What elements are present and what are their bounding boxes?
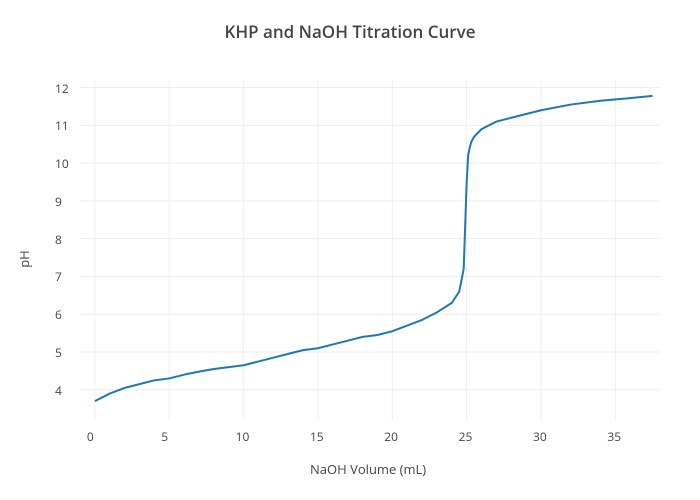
x-tick-label: 15 <box>310 428 324 445</box>
y-tick-label: 7 <box>55 268 62 285</box>
x-tick-label: 20 <box>384 428 398 445</box>
y-tick-label: 9 <box>55 193 62 210</box>
y-tick-label: 5 <box>55 344 62 361</box>
y-tick-label: 6 <box>55 306 62 323</box>
y-axis-label: pH <box>15 250 33 268</box>
y-tick-label: 11 <box>55 117 69 134</box>
x-tick-label: 5 <box>161 428 168 445</box>
x-tick-label: 0 <box>87 428 94 445</box>
y-tick-label: 10 <box>55 155 69 172</box>
x-tick-label: 25 <box>459 428 473 445</box>
x-tick-label: 35 <box>607 428 621 445</box>
y-tick-label: 8 <box>55 231 62 248</box>
x-tick-label: 10 <box>236 428 250 445</box>
data-line <box>95 96 653 401</box>
chart-container: KHP and NaOH Titration Curve NaOH Volume… <box>0 0 700 500</box>
x-axis-label: NaOH Volume (mL) <box>310 460 426 478</box>
y-tick-label: 4 <box>55 382 62 399</box>
chart-svg <box>0 0 700 500</box>
y-tick-label: 12 <box>55 80 69 97</box>
x-tick-label: 30 <box>533 428 547 445</box>
